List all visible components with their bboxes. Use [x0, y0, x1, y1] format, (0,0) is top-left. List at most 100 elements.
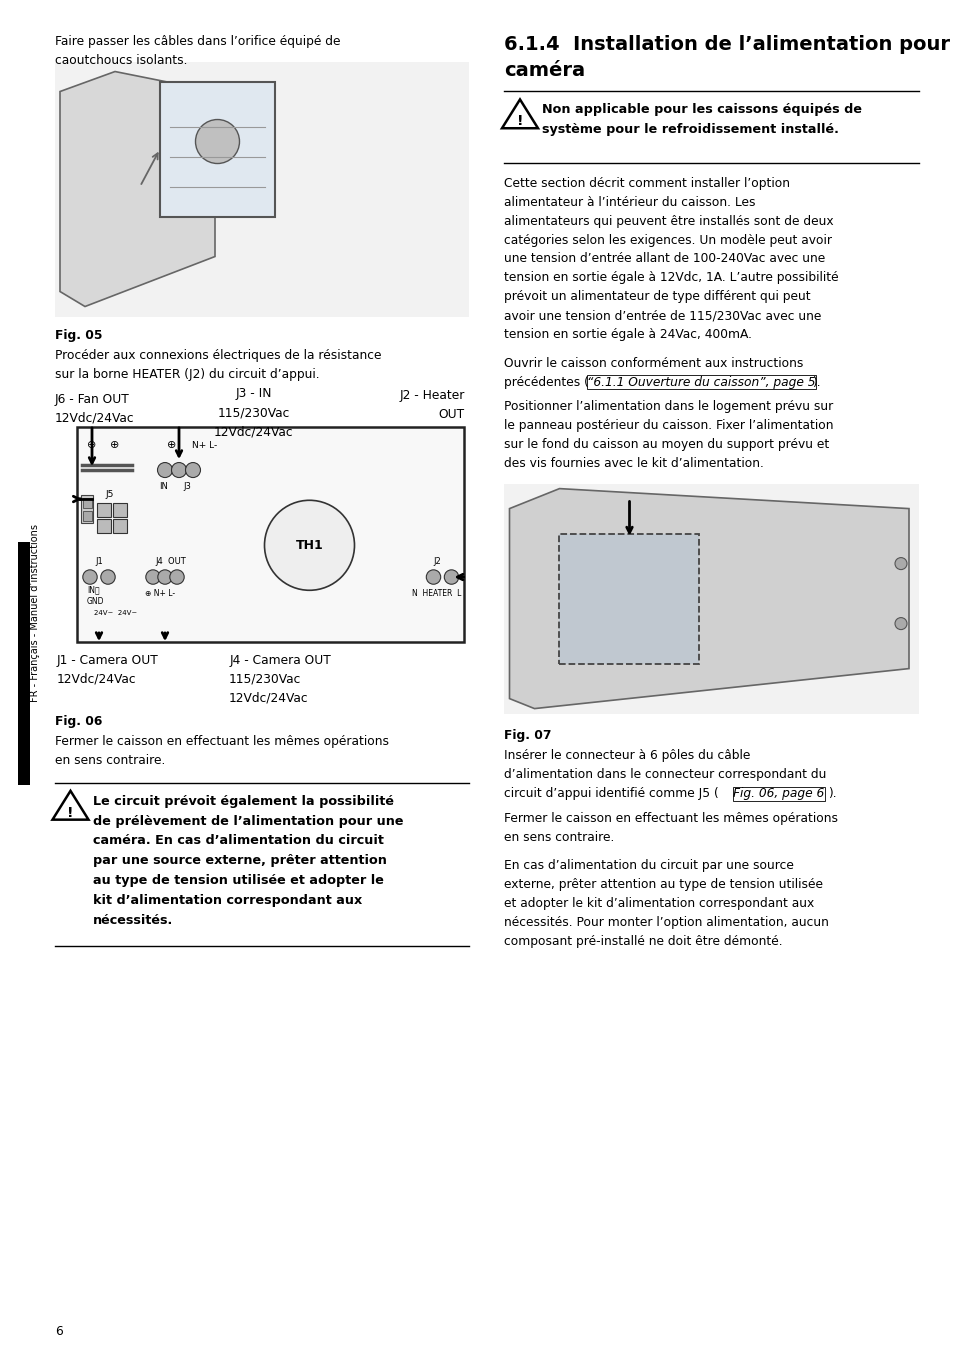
Text: 12Vdc/24Vac: 12Vdc/24Vac	[55, 412, 134, 425]
Text: tension en sortie égale à 12Vdc, 1A. L’autre possibilité: tension en sortie égale à 12Vdc, 1A. L’a…	[504, 271, 839, 284]
Text: J2 - Heater: J2 - Heater	[398, 389, 464, 402]
Text: FR - Français - Manuel d’instructions: FR - Français - Manuel d’instructions	[30, 524, 40, 703]
Text: Fig. 05: Fig. 05	[55, 329, 102, 341]
Text: nécessités.: nécessités.	[92, 914, 173, 926]
Text: d’alimentation dans le connecteur correspondant du: d’alimentation dans le connecteur corres…	[504, 768, 826, 781]
Text: J5: J5	[106, 490, 114, 500]
Circle shape	[195, 119, 239, 164]
Text: Le circuit prévoit également la possibilité: Le circuit prévoit également la possibil…	[92, 795, 394, 808]
Text: sur le fond du caisson au moyen du support prévu et: sur le fond du caisson au moyen du suppo…	[504, 439, 829, 451]
Text: J3: J3	[183, 482, 191, 492]
Text: Ouvrir le caisson conformément aux instructions: Ouvrir le caisson conformément aux instr…	[504, 356, 803, 370]
Text: TH1: TH1	[295, 539, 323, 552]
Text: 12Vdc/24Vac: 12Vdc/24Vac	[57, 673, 136, 686]
Text: caoutchoucs isolants.: caoutchoucs isolants.	[55, 54, 188, 66]
Text: J2: J2	[434, 556, 441, 566]
Bar	[558, 533, 699, 663]
Text: 6: 6	[55, 1324, 63, 1338]
Polygon shape	[52, 791, 89, 819]
Circle shape	[101, 570, 115, 584]
Text: le panneau postérieur du caisson. Fixer l’alimentation: le panneau postérieur du caisson. Fixer …	[504, 420, 833, 432]
Text: des vis fournies avec le kit d’alimentation.: des vis fournies avec le kit d’alimentat…	[504, 458, 763, 470]
Text: J1 - Camera OUT: J1 - Camera OUT	[57, 654, 158, 668]
Bar	[82, 498, 91, 508]
Bar	[112, 519, 127, 533]
Bar	[160, 81, 274, 217]
Text: J6 - Fan OUT: J6 - Fan OUT	[55, 393, 130, 406]
Text: sur la borne HEATER (J2) du circuit d’appui.: sur la borne HEATER (J2) du circuit d’ap…	[55, 368, 319, 382]
Bar	[504, 483, 918, 714]
Circle shape	[157, 570, 172, 584]
Text: Fermer le caisson en effectuant les mêmes opérations: Fermer le caisson en effectuant les même…	[504, 812, 838, 825]
Text: N  HEATER  L: N HEATER L	[412, 589, 461, 598]
Text: caméra: caméra	[504, 61, 585, 80]
Text: circuit d’appui identifié comme J5 (: circuit d’appui identifié comme J5 (	[504, 787, 719, 800]
Bar	[55, 61, 469, 317]
Text: Fermer le caisson en effectuant les mêmes opérations: Fermer le caisson en effectuant les même…	[55, 735, 389, 749]
Text: 115/230Vac: 115/230Vac	[229, 673, 301, 686]
Text: catégories selon les exigences. Un modèle peut avoir: catégories selon les exigences. Un modèl…	[504, 233, 832, 246]
Text: ⊕: ⊕	[111, 440, 119, 450]
Text: Fig. 07: Fig. 07	[504, 728, 552, 742]
Text: ⊕: ⊕	[88, 440, 96, 450]
Bar	[77, 427, 464, 642]
Circle shape	[894, 558, 906, 570]
Circle shape	[83, 570, 97, 584]
Text: une tension d’entrée allant de 100-240Vac avec une: une tension d’entrée allant de 100-240Va…	[504, 252, 825, 265]
Bar	[81, 496, 92, 523]
Text: 24V~  24V~: 24V~ 24V~	[94, 611, 137, 616]
Text: Faire passer les câbles dans l’orifice équipé de: Faire passer les câbles dans l’orifice é…	[55, 35, 340, 47]
Polygon shape	[501, 99, 537, 129]
Text: “6.1.1 Ouverture du caisson”, page 5: “6.1.1 Ouverture du caisson”, page 5	[586, 375, 815, 389]
Text: 12Vdc/24Vac: 12Vdc/24Vac	[229, 692, 309, 705]
Text: par une source externe, prêter attention: par une source externe, prêter attention	[92, 854, 387, 868]
Bar	[112, 504, 127, 517]
Text: kit d’alimentation correspondant aux: kit d’alimentation correspondant aux	[92, 894, 362, 907]
Text: Fig. 06: Fig. 06	[55, 715, 102, 727]
Bar	[97, 519, 111, 533]
Bar	[97, 504, 111, 517]
Circle shape	[170, 570, 184, 584]
Circle shape	[146, 570, 160, 584]
Text: composant pré-installé ne doit être démonté.: composant pré-installé ne doit être démo…	[504, 936, 782, 948]
Circle shape	[185, 463, 200, 478]
Bar	[82, 510, 91, 521]
Text: 12Vdc/24Vac: 12Vdc/24Vac	[213, 425, 294, 439]
Text: externe, prêter attention au type de tension utilisée: externe, prêter attention au type de ten…	[504, 879, 822, 891]
Text: J1: J1	[95, 556, 103, 566]
Text: nécessités. Pour monter l’option alimentation, aucun: nécessités. Pour monter l’option aliment…	[504, 917, 828, 929]
Text: Cette section décrit comment installer l’option: Cette section décrit comment installer l…	[504, 177, 790, 190]
Text: J3 - IN: J3 - IN	[235, 387, 272, 401]
Text: Procéder aux connexions électriques de la résistance: Procéder aux connexions électriques de l…	[55, 349, 381, 363]
Text: ).: ).	[811, 375, 820, 389]
Text: système pour le refroidissement installé.: système pour le refroidissement installé…	[542, 123, 839, 137]
Text: ).: ).	[827, 787, 836, 800]
Text: avoir une tension d’entrée de 115/230Vac avec une: avoir une tension d’entrée de 115/230Vac…	[504, 309, 821, 322]
Text: !: !	[517, 115, 522, 129]
Text: alimentateur à l’intérieur du caisson. Les: alimentateur à l’intérieur du caisson. L…	[504, 195, 755, 209]
Circle shape	[157, 463, 172, 478]
Text: J4  OUT: J4 OUT	[154, 556, 186, 566]
Text: Positionner l’alimentation dans le logement prévu sur: Positionner l’alimentation dans le logem…	[504, 401, 833, 413]
Text: en sens contraire.: en sens contraire.	[504, 831, 615, 844]
Text: et adopter le kit d’alimentation correspondant aux: et adopter le kit d’alimentation corresp…	[504, 898, 814, 910]
Text: en sens contraire.: en sens contraire.	[55, 754, 165, 768]
Text: prévoit un alimentateur de type différent qui peut: prévoit un alimentateur de type différen…	[504, 290, 810, 303]
Text: GND: GND	[87, 597, 105, 607]
Circle shape	[444, 570, 458, 584]
Text: caméra. En cas d’alimentation du circuit: caméra. En cas d’alimentation du circuit	[92, 834, 383, 848]
Circle shape	[264, 500, 355, 590]
Text: de prélèvement de l’alimentation pour une: de prélèvement de l’alimentation pour un…	[92, 815, 403, 827]
Text: En cas d’alimentation du circuit par une source: En cas d’alimentation du circuit par une…	[504, 860, 794, 872]
Text: Non applicable pour les caissons équipés de: Non applicable pour les caissons équipés…	[542, 103, 862, 116]
Text: Insérer le connecteur à 6 pôles du câble: Insérer le connecteur à 6 pôles du câble	[504, 749, 750, 762]
Text: ⊕ N+ L-: ⊕ N+ L-	[145, 589, 175, 598]
Text: IN: IN	[159, 482, 169, 492]
Text: !: !	[67, 806, 73, 821]
Text: J4 - Camera OUT: J4 - Camera OUT	[229, 654, 331, 668]
Text: IN⏚: IN⏚	[87, 585, 99, 594]
Text: tension en sortie égale à 24Vac, 400mA.: tension en sortie égale à 24Vac, 400mA.	[504, 328, 752, 341]
Text: 6.1.4  Installation de l’alimentation pour: 6.1.4 Installation de l’alimentation pou…	[504, 35, 949, 54]
Circle shape	[426, 570, 440, 584]
Text: au type de tension utilisée et adopter le: au type de tension utilisée et adopter l…	[92, 875, 383, 887]
